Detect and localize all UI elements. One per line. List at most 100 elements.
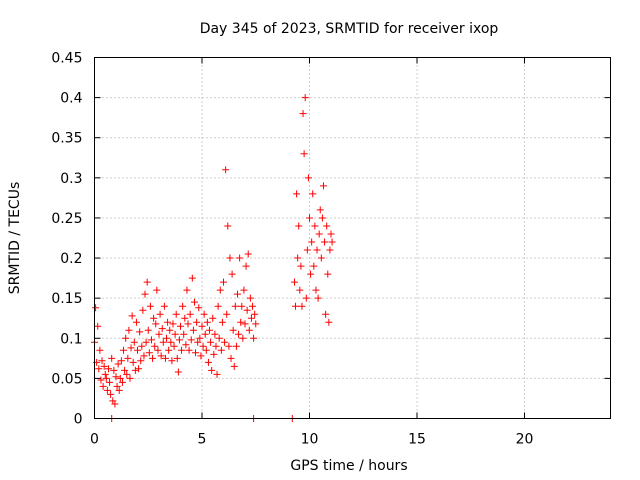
data-point [153, 286, 161, 294]
data-point [218, 318, 226, 326]
data-point [192, 349, 200, 357]
data-point [149, 354, 157, 362]
data-point [319, 182, 327, 190]
y-tick-label: 0.15 [51, 291, 82, 307]
y-tick-label: 0.35 [51, 131, 82, 147]
data-point [299, 110, 307, 118]
data-point [318, 214, 326, 222]
data-point [111, 400, 119, 408]
data-point [198, 322, 206, 330]
data-point [196, 334, 204, 342]
data-point [116, 374, 124, 382]
data-point [128, 312, 136, 320]
data-point [321, 238, 329, 246]
plot-frame [94, 57, 611, 419]
y-tick-label: 0.1 [60, 331, 82, 347]
data-point [228, 270, 236, 278]
data-point [92, 304, 100, 312]
data-point [124, 354, 132, 362]
data-point [131, 366, 139, 374]
data-point [298, 302, 306, 310]
data-point [200, 310, 208, 318]
data-point [233, 290, 241, 298]
data-point [125, 326, 133, 334]
data-point [316, 206, 324, 214]
data-point [201, 330, 209, 338]
data-point [130, 338, 138, 346]
data-point [323, 222, 331, 230]
data-point [102, 374, 110, 382]
data-point [227, 354, 235, 362]
data-point [295, 222, 303, 230]
data-point [99, 382, 107, 390]
data-point [300, 150, 308, 158]
data-point [160, 302, 168, 310]
data-point [324, 270, 332, 278]
data-point [138, 342, 146, 350]
data-point [117, 357, 125, 365]
data-point [100, 362, 108, 370]
y-tick-label: 0.45 [51, 51, 82, 67]
data-point [112, 373, 120, 381]
data-point [171, 330, 179, 338]
data-point [304, 174, 312, 182]
data-point [249, 302, 257, 310]
data-point [164, 318, 172, 326]
data-point [250, 334, 258, 342]
data-point [188, 274, 196, 282]
data-point [308, 238, 316, 246]
data-point [251, 310, 259, 318]
data-point [121, 366, 129, 374]
data-point [204, 358, 212, 366]
data-point [187, 336, 195, 344]
data-point [157, 352, 165, 360]
data-point [197, 352, 205, 360]
data-point [174, 368, 182, 376]
data-point [118, 378, 126, 386]
x-tick-label: 15 [408, 432, 426, 448]
data-point [214, 302, 222, 310]
data-point [165, 346, 173, 354]
data-point [152, 320, 160, 328]
data-point [140, 352, 148, 360]
data-point [163, 334, 171, 342]
data-point [139, 306, 147, 314]
x-tick-label: 5 [198, 432, 207, 448]
data-point [217, 346, 225, 354]
data-point [145, 349, 153, 357]
data-point [143, 278, 151, 286]
x-tick-label: 0 [90, 432, 99, 448]
data-point [246, 294, 254, 302]
data-point [110, 366, 118, 374]
data-point [127, 344, 135, 352]
data-point [101, 370, 109, 378]
data-point [245, 326, 253, 334]
data-point [207, 338, 215, 346]
data-point [238, 302, 246, 310]
data-point [179, 302, 187, 310]
data-point [306, 214, 313, 222]
data-point [169, 320, 177, 328]
data-point [94, 322, 102, 330]
data-point [170, 342, 178, 350]
data-point [313, 246, 321, 254]
data-point [98, 357, 106, 365]
data-point [184, 320, 192, 328]
data-point [186, 310, 194, 318]
data-point [325, 318, 333, 326]
data-point [326, 246, 334, 254]
x-tick-label: 20 [516, 432, 534, 448]
data-point [166, 326, 174, 334]
data-point [226, 254, 234, 262]
data-point [129, 358, 137, 366]
data-point [314, 294, 322, 302]
y-axis-ticks: 0 0.05 0.1 0.15 0.2 0.25 0.3 0.35 0.4 0.45 [51, 51, 611, 428]
data-point [141, 290, 149, 298]
data-point [235, 330, 243, 338]
data-point [231, 302, 239, 310]
data-point [229, 326, 237, 334]
data-point [244, 250, 252, 258]
data-point [206, 326, 214, 334]
data-point [190, 298, 198, 306]
